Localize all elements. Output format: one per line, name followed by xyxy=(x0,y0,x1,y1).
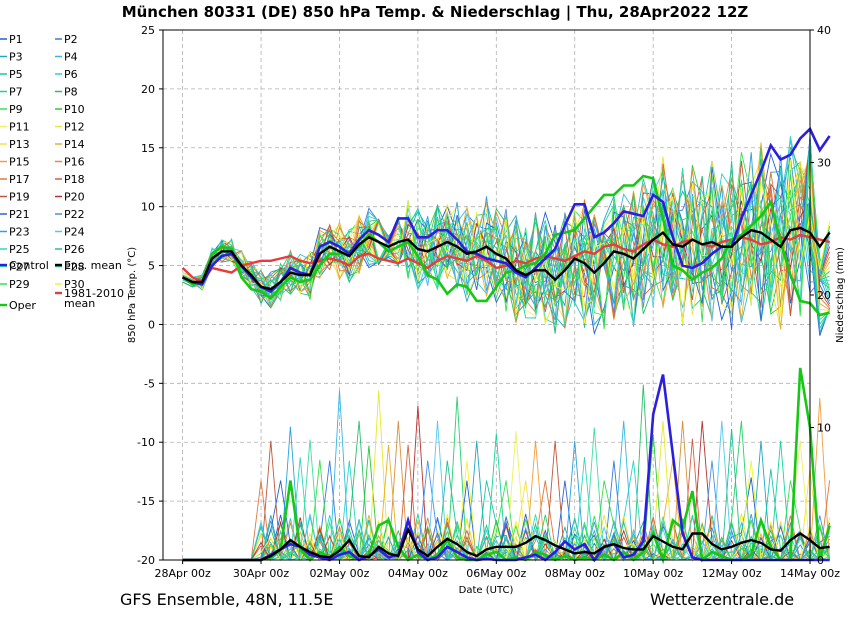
member-temp-line-P23 xyxy=(182,135,831,309)
legend-item-P15: P15 xyxy=(9,156,30,169)
y-tick-label: 5 xyxy=(148,260,155,273)
y-tick-label: 0 xyxy=(148,318,155,331)
climate-mean-line xyxy=(181,233,830,284)
legend-item-P1: P1 xyxy=(9,33,23,46)
legend-item-control: Control xyxy=(9,259,49,272)
legend-item-P21: P21 xyxy=(9,208,30,221)
y-tick-label: -15 xyxy=(137,495,155,508)
y-tick-label: -10 xyxy=(137,436,155,449)
legend-item-P27: P27 xyxy=(9,261,30,274)
left-axis-ticks: -20 -15 -10 -5 0 5 10 15 20 25 xyxy=(137,24,163,567)
chart-title: München 80331 (DE) 850 hPa Temp. & Niede… xyxy=(122,3,749,22)
legend: P1 P2 P3 P4 P5 P6 P7 P8 P9 P10 P11 P12 P13 P14 P15 P16 P… xyxy=(0,33,124,312)
legend-item-P20: P20 xyxy=(64,191,85,204)
footer-source: GFS Ensemble, 48N, 11.5E xyxy=(120,590,333,609)
ensemble-temperature-lines xyxy=(182,135,831,336)
y2-tick-label: 40 xyxy=(817,24,831,37)
y-tick-label: 20 xyxy=(141,83,155,96)
footer-site: Wetterzentrale.de xyxy=(650,590,794,609)
member-temp-line-P17 xyxy=(182,144,830,329)
member-temp-line-P6 xyxy=(182,136,830,325)
legend-item-P25: P25 xyxy=(9,243,30,256)
y-tick-label: -20 xyxy=(137,554,155,567)
x-axis-label: Date (UTC) xyxy=(459,585,514,596)
legend-item-P22: P22 xyxy=(64,208,85,221)
legend-item-P8: P8 xyxy=(64,86,78,99)
y-tick-label: -5 xyxy=(144,377,155,390)
y-axis-label: 850 hPa Temp. (°C) xyxy=(127,247,138,343)
member-temp-line-P19 xyxy=(182,138,830,317)
legend-item-P4: P4 xyxy=(64,51,78,64)
member-temp-line-P22 xyxy=(182,189,831,321)
ens-mean-temp-line xyxy=(182,226,831,291)
legend-item-P6: P6 xyxy=(64,68,78,81)
legend-item-P14: P14 xyxy=(64,138,85,151)
x-axis-ticks: 28Apr 00z 30Apr 00z 02May 00z 04May 00z 06Ma… xyxy=(154,560,840,580)
legend-item-climate-line2: mean xyxy=(64,297,95,310)
y2-tick-label: 30 xyxy=(817,157,831,170)
y2-tick-label: 0 xyxy=(817,554,824,567)
legend-item-P7: P7 xyxy=(9,86,23,99)
right-axis-ticks: 0 10 20 30 40 xyxy=(810,24,831,567)
x-tick-label: 02May 00z xyxy=(309,567,369,580)
ensemble-precipitation-lines xyxy=(182,384,831,562)
legend-item-P5: P5 xyxy=(9,68,23,81)
x-tick-label: 28Apr 00z xyxy=(154,567,211,580)
legend-item-P18: P18 xyxy=(64,173,85,186)
y-tick-label: 25 xyxy=(141,24,155,37)
legend-item-oper: Oper xyxy=(9,299,36,312)
legend-item-climate: 1981-2010 xyxy=(64,287,124,300)
legend-item-P24: P24 xyxy=(64,226,85,239)
legend-item-P11: P11 xyxy=(9,121,30,134)
x-tick-label: 30Apr 00z xyxy=(233,567,290,580)
x-tick-label: 08May 00z xyxy=(545,567,605,580)
legend-item-P29: P29 xyxy=(9,278,30,291)
member-temp-line-P27 xyxy=(182,144,831,327)
oper-temp-line xyxy=(181,174,830,317)
legend-item-P10: P10 xyxy=(64,103,85,116)
member-temp-line-P28 xyxy=(182,147,831,311)
y2-axis-label: Niederschlag (mm) xyxy=(835,247,846,343)
legend-item-P9: P9 xyxy=(9,103,23,116)
legend-item-P28: P28 xyxy=(64,261,85,274)
y-tick-label: 10 xyxy=(141,201,155,214)
legend-item-P30: P30 xyxy=(64,278,85,291)
x-tick-label: 14May 00z xyxy=(780,567,840,580)
y-tick-label: 15 xyxy=(141,142,155,155)
legend-item-P12: P12 xyxy=(64,121,85,134)
legend-item-P16: P16 xyxy=(64,156,85,169)
x-tick-label: 04May 00z xyxy=(388,567,448,580)
legend-item-P3: P3 xyxy=(9,51,23,64)
legend-item-P17: P17 xyxy=(9,173,30,186)
x-tick-label: 10May 00z xyxy=(623,567,683,580)
x-tick-label: 06May 00z xyxy=(466,567,526,580)
y2-tick-label: 10 xyxy=(817,422,831,435)
ens-mean-precip-line xyxy=(182,526,830,562)
legend-item-P13: P13 xyxy=(9,138,30,151)
member-precip-line-P24 xyxy=(182,420,831,562)
legend-item-P19: P19 xyxy=(9,191,30,204)
legend-item-P23: P23 xyxy=(9,226,30,239)
y2-tick-label: 20 xyxy=(817,289,831,302)
x-tick-label: 12May 00z xyxy=(702,567,762,580)
oper-precip-line xyxy=(182,367,831,565)
legend-item-P2: P2 xyxy=(64,33,78,46)
legend-item-ens-mean: Ens. mean xyxy=(64,259,122,272)
legend-item-P26: P26 xyxy=(64,243,85,256)
